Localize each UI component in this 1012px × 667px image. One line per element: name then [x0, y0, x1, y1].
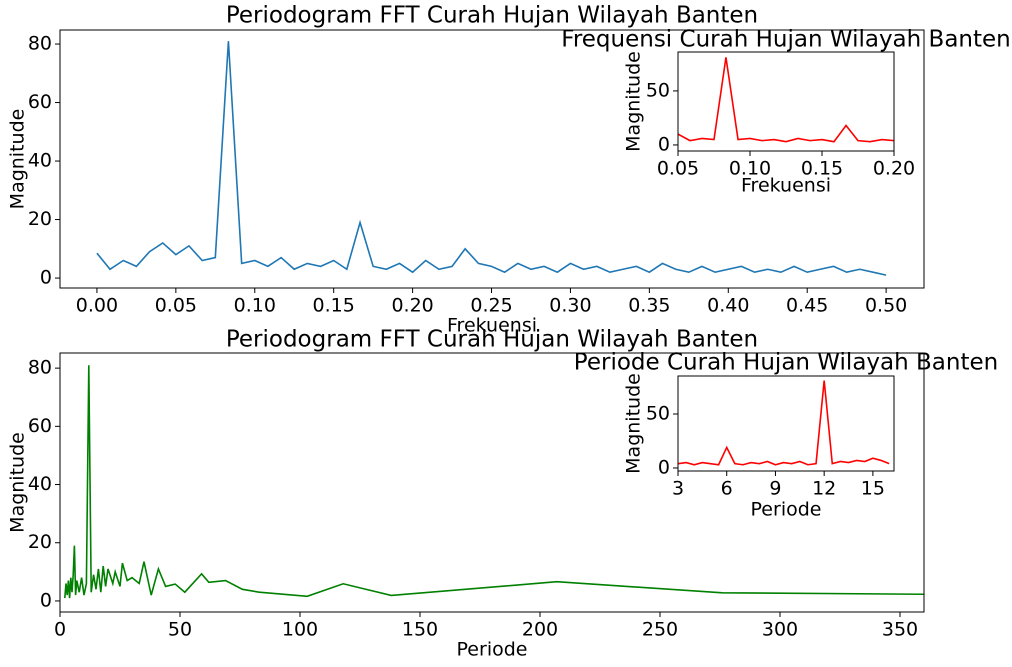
x-tick-label: 9	[769, 478, 781, 500]
x-tick-label: 0.05	[657, 158, 699, 180]
chart-title: Periodogram FFT Curah Hujan Wilayah Bant…	[226, 327, 758, 353]
y-tick-label: 0	[40, 589, 52, 611]
x-tick-label: 12	[812, 478, 836, 500]
x-tick-label: 0.25	[470, 295, 512, 317]
x-tick-label: 0.30	[549, 295, 591, 317]
x-tick-label: 0.10	[729, 158, 771, 180]
y-tick-label: 20	[28, 208, 52, 230]
subplot: 3 6 9 12 15 0 50 Periode Curah Hujan Wilayah Ba…	[574, 350, 998, 521]
y-axis-label: Magnitude	[623, 373, 645, 474]
x-tick-label: 0.45	[786, 295, 828, 317]
x-axis-label: Periode	[751, 499, 822, 521]
axes-frame	[677, 51, 895, 152]
x-tick-label: 100	[282, 619, 318, 641]
y-tick-label: 60	[28, 91, 52, 113]
y-tick-label: 50	[646, 403, 670, 425]
axes-frame	[59, 352, 925, 613]
axes-background	[678, 52, 894, 151]
data-line	[678, 57, 894, 143]
x-tick-label: 6	[721, 478, 733, 500]
y-tick-label: 0	[658, 133, 670, 155]
y-axis-label: Magnitude	[7, 432, 29, 533]
x-tick-label: 50	[168, 619, 192, 641]
y-axis-label: Magnitude	[623, 51, 645, 152]
y-tick-label: 80	[28, 357, 52, 379]
chart-title: Periodogram FFT Curah Hujan Wilayah Bant…	[226, 3, 758, 29]
x-tick-label: 0.10	[234, 295, 276, 317]
x-tick-label: 300	[762, 619, 798, 641]
chart-title: Frequensi Curah Hujan Wilayah Banten	[561, 27, 1010, 53]
y-tick-label: 60	[28, 415, 52, 437]
x-tick-label: 0	[54, 619, 66, 641]
y-axis-label: Magnitude	[7, 109, 29, 210]
x-tick-label: 0.20	[391, 295, 433, 317]
x-tick-label: 350	[882, 619, 918, 641]
axes-frame	[677, 375, 895, 472]
x-axis-label: Frekuensi	[447, 315, 537, 337]
data-line	[64, 365, 924, 599]
y-tick-label: 20	[28, 531, 52, 553]
x-tick-label: 150	[402, 619, 438, 641]
y-tick-label: 0	[658, 456, 670, 478]
y-tick-label: 50	[646, 79, 670, 101]
x-tick-label: 0.15	[313, 295, 355, 317]
x-tick-label: 0.20	[873, 158, 915, 180]
x-tick-label: 3	[672, 478, 684, 500]
x-tick-label: 0.35	[628, 295, 670, 317]
x-tick-label: 200	[522, 619, 558, 641]
x-axis-label: Frekuensi	[741, 175, 831, 197]
data-line	[678, 380, 890, 466]
x-tick-label: 0.50	[865, 295, 907, 317]
axes-background	[678, 376, 894, 471]
x-tick-label: 15	[861, 478, 885, 500]
x-axis-label: Periode	[457, 639, 528, 661]
y-tick-label: 40	[28, 150, 52, 172]
data-line	[96, 41, 887, 276]
y-tick-label: 40	[28, 473, 52, 495]
x-tick-label: 0.00	[76, 295, 118, 317]
y-tick-label: 0	[40, 267, 52, 289]
x-tick-label: 250	[642, 619, 678, 641]
chart-title: Periode Curah Hujan Wilayah Banten	[574, 350, 998, 376]
subplot: 0.05 0.10 0.15 0.20 0 50 Frequensi Curah Hujan…	[561, 27, 1010, 197]
x-tick-label: 0.15	[801, 158, 843, 180]
x-tick-label: 0.05	[155, 295, 197, 317]
y-tick-label: 80	[28, 33, 52, 55]
x-tick-label: 0.40	[707, 295, 749, 317]
